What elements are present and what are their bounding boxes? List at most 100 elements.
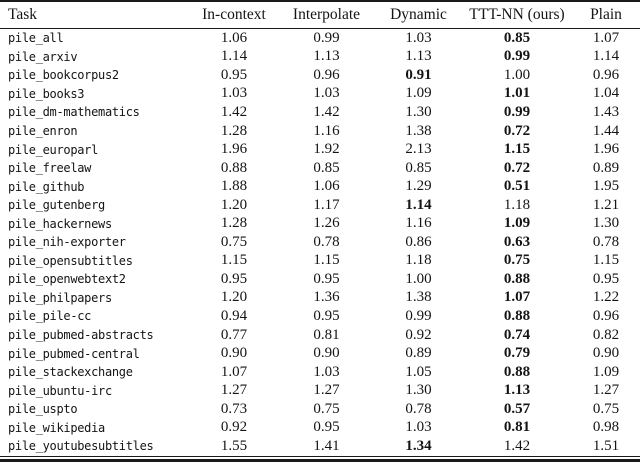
value-cell-interpolate: 0.96 (313, 66, 340, 83)
table-row: pile_openwebtext2 0.95 0.95 1.00 0.88 0.… (0, 270, 640, 289)
value-cell-plain: 1.44 (592, 122, 620, 139)
column-header-dynamic: Dynamic (375, 1, 462, 29)
value-cell-in-context: 1.14 (220, 48, 248, 65)
column-header-task: Task (0, 1, 190, 29)
table-row: pile_youtubesubtitles 1.55 1.41 1.34 1.4… (0, 437, 640, 456)
value-cell-plain: 0.75 (592, 400, 620, 417)
value-cell-ttt-nn-ours: 0.51 (503, 178, 531, 195)
value-cell-plain: 1.14 (592, 48, 620, 65)
value-cell-ttt-nn-ours: 0.75 (503, 252, 531, 269)
value-cell-in-context: 1.28 (220, 122, 248, 139)
value-cell-dynamic: 1.16 (405, 215, 432, 232)
value-cell-ttt-nn-ours: 0.81 (503, 419, 531, 436)
value-cell-ttt-nn-ours: 0.72 (503, 159, 531, 176)
value-cell-ttt-nn-ours: 0.99 (503, 103, 531, 120)
value-cell-dynamic: 0.91 (405, 66, 432, 83)
task-cell: pile_wikipedia (8, 420, 105, 435)
column-header-in-context: In-context (190, 1, 278, 29)
value-cell-dynamic: 0.86 (405, 233, 432, 250)
value-cell-plain: 0.89 (592, 159, 620, 176)
value-cell-interpolate: 1.03 (313, 85, 340, 102)
table-row: pile_stackexchange 1.07 1.03 1.05 0.88 1… (0, 363, 640, 382)
value-cell-in-context: 0.75 (220, 233, 248, 250)
value-cell-dynamic: 1.13 (405, 48, 432, 65)
value-cell-ttt-nn-ours: 1.01 (503, 85, 531, 102)
task-cell: pile_books3 (8, 86, 85, 101)
task-cell: pile_uspto (8, 402, 78, 417)
value-cell-in-context: 0.95 (220, 66, 248, 83)
value-cell-ttt-nn-ours: 0.57 (503, 400, 531, 417)
column-header-ttt-nn-ours: TTT-NN (ours) (462, 1, 572, 29)
column-header-interpolate: Interpolate (278, 1, 375, 29)
task-cell: pile_all (8, 31, 64, 46)
value-cell-interpolate: 1.15 (313, 252, 340, 269)
table-row: pile_uspto 0.73 0.75 0.78 0.57 0.75 (0, 400, 640, 419)
value-cell-interpolate: 0.75 (313, 400, 340, 417)
task-cell: pile_youtubesubtitles (8, 439, 154, 454)
value-cell-dynamic: 1.38 (405, 122, 432, 139)
value-cell-plain: 0.82 (592, 326, 620, 343)
task-cell: pile_github (8, 179, 85, 194)
table-row: pile_freelaw 0.88 0.85 0.85 0.72 0.89 (0, 159, 640, 178)
value-cell-in-context: 1.55 (220, 437, 248, 454)
bottom-rule (0, 458, 640, 462)
value-cell-plain: 0.95 (592, 270, 620, 287)
value-cell-interpolate: 1.42 (313, 103, 340, 120)
table-header: Task In-context Interpolate Dynamic TTT-… (0, 1, 640, 29)
value-cell-in-context: 0.88 (220, 159, 248, 176)
value-cell-plain: 1.95 (592, 178, 620, 195)
task-cell: pile_ubuntu-irc (8, 383, 112, 398)
value-cell-interpolate: 1.92 (313, 141, 340, 158)
value-cell-dynamic: 0.85 (405, 159, 432, 176)
value-cell-dynamic: 1.05 (405, 363, 432, 380)
value-cell-ttt-nn-ours: 0.99 (503, 48, 531, 65)
value-cell-plain: 1.51 (592, 437, 620, 454)
value-cell-in-context: 0.94 (220, 307, 248, 324)
value-cell-interpolate: 0.95 (313, 270, 340, 287)
table-row: pile_bookcorpus2 0.95 0.96 0.91 1.00 0.9… (0, 66, 640, 85)
value-cell-dynamic: 1.29 (405, 178, 432, 195)
value-cell-ttt-nn-ours: 1.42 (503, 437, 531, 454)
table-row: pile_nih-exporter 0.75 0.78 0.86 0.63 0.… (0, 233, 640, 252)
table-row: pile_books3 1.03 1.03 1.09 1.01 1.04 (0, 85, 640, 104)
task-cell: pile_freelaw (8, 161, 92, 176)
value-cell-interpolate: 1.13 (313, 48, 340, 65)
value-cell-plain: 0.78 (592, 233, 620, 250)
value-cell-dynamic: 2.13 (405, 141, 432, 158)
table-row: pile_dm-mathematics 1.42 1.42 1.30 0.99 … (0, 103, 640, 122)
value-cell-interpolate: 0.85 (313, 159, 340, 176)
header-row: Task In-context Interpolate Dynamic TTT-… (0, 1, 640, 29)
task-cell: pile_gutenberg (8, 198, 105, 213)
value-cell-plain: 1.15 (592, 252, 620, 269)
task-cell: pile_europarl (8, 142, 99, 157)
value-cell-in-context: 0.73 (220, 400, 248, 417)
table-row: pile_all 1.06 0.99 1.03 0.85 1.07 (0, 29, 640, 48)
value-cell-dynamic: 1.34 (405, 437, 432, 454)
value-cell-ttt-nn-ours: 1.00 (503, 66, 531, 83)
table-row: pile_pubmed-central 0.90 0.90 0.89 0.79 … (0, 344, 640, 363)
value-cell-in-context: 1.96 (220, 141, 248, 158)
value-cell-ttt-nn-ours: 0.88 (503, 270, 531, 287)
value-cell-in-context: 1.03 (220, 85, 248, 102)
value-cell-dynamic: 1.03 (405, 419, 432, 436)
value-cell-dynamic: 0.89 (405, 345, 432, 362)
task-cell: pile_nih-exporter (8, 235, 126, 250)
value-cell-interpolate: 1.06 (313, 178, 340, 195)
value-cell-ttt-nn-ours: 0.74 (503, 326, 531, 343)
value-cell-ttt-nn-ours: 1.07 (503, 289, 531, 306)
value-cell-interpolate: 1.41 (313, 437, 340, 454)
value-cell-in-context: 1.15 (220, 252, 248, 269)
value-cell-ttt-nn-ours: 0.72 (503, 122, 531, 139)
value-cell-in-context: 1.88 (220, 178, 248, 195)
table-body: pile_all 1.06 0.99 1.03 0.85 1.07 pile_a… (0, 29, 640, 457)
value-cell-plain: 0.96 (592, 66, 620, 83)
task-cell: pile_opensubtitles (8, 253, 133, 268)
table-row: pile_opensubtitles 1.15 1.15 1.18 0.75 1… (0, 252, 640, 271)
value-cell-ttt-nn-ours: 1.18 (503, 196, 531, 213)
value-cell-ttt-nn-ours: 0.88 (503, 363, 531, 380)
value-cell-dynamic: 0.78 (405, 400, 432, 417)
value-cell-in-context: 0.77 (220, 326, 248, 343)
value-cell-plain: 1.30 (592, 215, 620, 232)
task-cell: pile_stackexchange (8, 365, 133, 380)
